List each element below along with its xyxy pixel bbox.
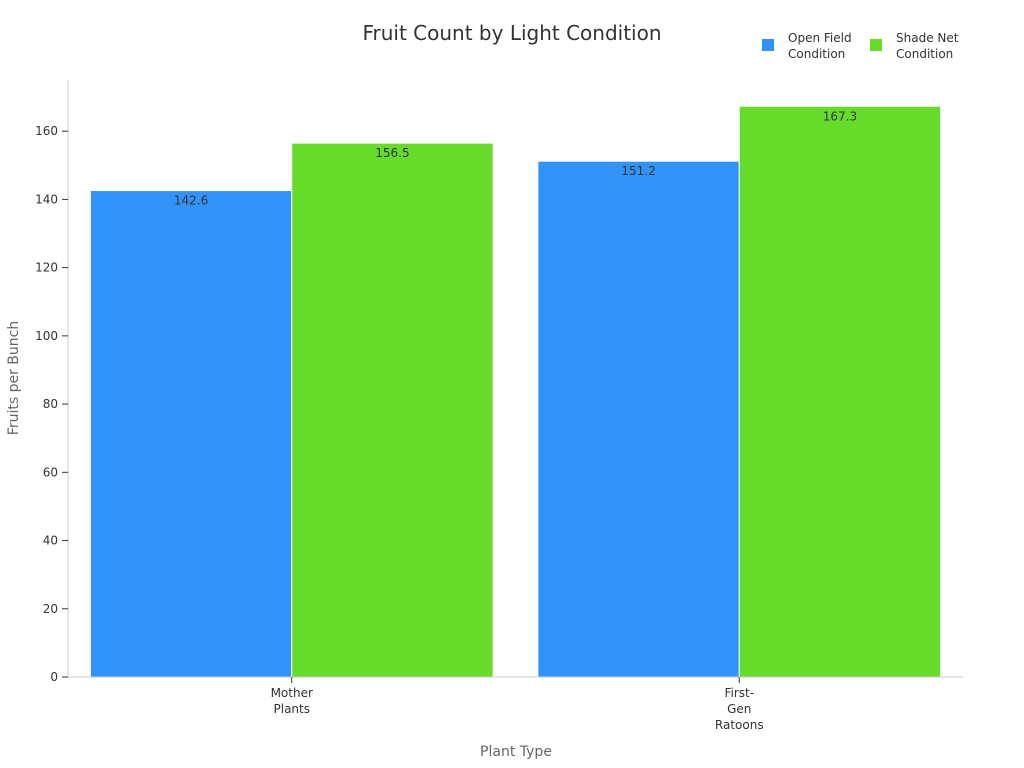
legend-label: Open Field Condition: [788, 31, 852, 61]
y-tick-label: 60: [43, 465, 58, 479]
bar: [291, 142, 494, 678]
y-tick-label: 20: [43, 602, 58, 616]
y-tick-label: 140: [35, 192, 58, 206]
x-tick-label: Mother Plants: [271, 686, 313, 716]
x-tick-label: First- Gen Ratoons: [715, 686, 764, 732]
x-ticks-group: Mother Plants First- Gen Ratoons: [271, 677, 764, 732]
y-ticks-group: 0 20 40 60 80 100 120 140 160: [35, 124, 68, 684]
data-label: 156.5: [375, 146, 409, 160]
data-label: 151.2: [621, 164, 655, 178]
y-axis-title: Fruits per Bunch: [6, 321, 22, 435]
bar: [89, 190, 293, 678]
data-label: 167.3: [823, 109, 857, 123]
legend-swatch: [870, 39, 882, 51]
legend-label-line: Condition: [896, 47, 953, 61]
x-tick-label-line: First-: [724, 686, 754, 700]
bar: [537, 160, 740, 678]
y-tick-label: 160: [35, 124, 58, 138]
bars-group: [89, 105, 942, 678]
legend-label: Shade Net Condition: [896, 31, 959, 61]
x-axis-title: Plant Type: [480, 744, 552, 760]
x-tick-label-line: Ratoons: [715, 718, 764, 732]
legend-label-line: Condition: [788, 47, 845, 61]
data-labels-group: 142.6 156.5 151.2 167.3: [174, 109, 857, 207]
x-tick-label-line: Gen: [727, 702, 751, 716]
y-tick-label: 120: [35, 261, 58, 275]
data-label: 142.6: [174, 194, 208, 208]
y-tick-label: 80: [43, 397, 58, 411]
chart-title: Fruit Count by Light Condition: [362, 21, 661, 45]
legend-label-line: Open Field: [788, 31, 852, 45]
x-tick-label-line: Mother: [271, 686, 313, 700]
legend: Open Field Condition Shade Net Condition: [762, 31, 959, 61]
y-tick-label: 40: [43, 534, 58, 548]
legend-swatch: [762, 39, 774, 51]
axes-group: [67, 80, 963, 678]
x-tick-label-line: Plants: [274, 702, 311, 716]
y-tick-label: 0: [50, 670, 58, 684]
bar: [738, 105, 942, 678]
legend-label-line: Shade Net: [896, 31, 959, 45]
y-tick-label: 100: [35, 329, 58, 343]
